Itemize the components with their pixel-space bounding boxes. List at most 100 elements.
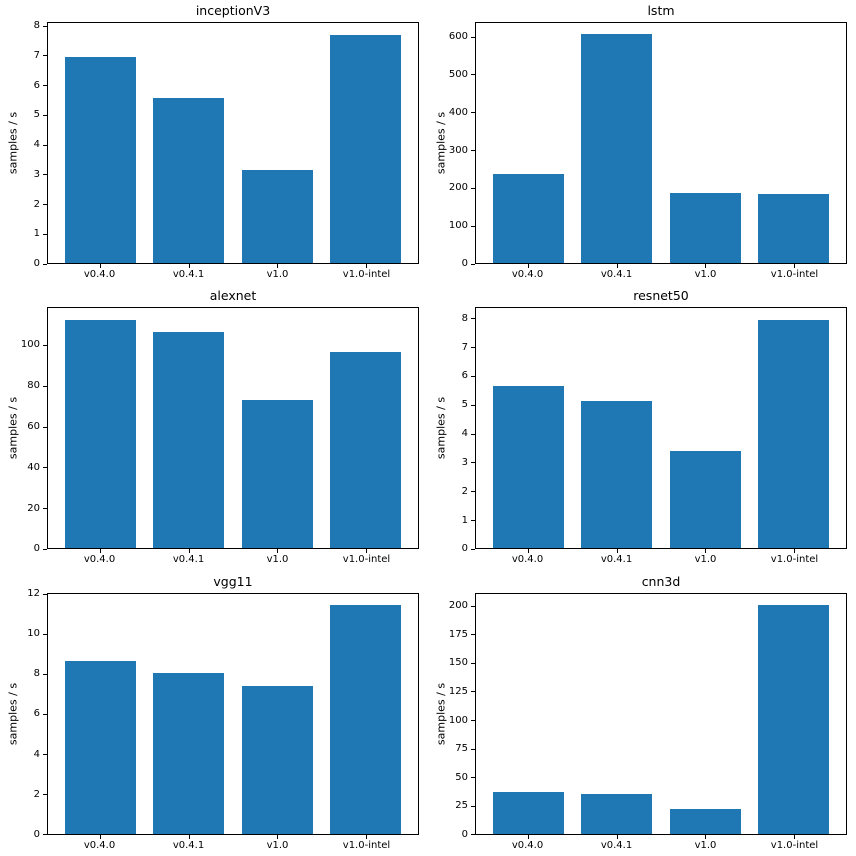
y-tick-label: 4 [461, 428, 468, 440]
x-tick-label: v1.0-intel [342, 839, 391, 851]
y-axis-tick-marks [43, 307, 47, 550]
x-tick-mark [527, 834, 529, 839]
x-axis-tick-labels: v0.4.0 v0.4.1 v1.0 v1.0-intel [475, 554, 847, 568]
y-tick-label: 75 [455, 743, 468, 755]
bar-v1.0-intel [330, 605, 402, 834]
y-tick-label: 100 [20, 339, 40, 351]
bar-v1.0-intel [758, 194, 830, 263]
y-tick-label: 7 [33, 49, 40, 61]
bar-v0.4.0 [64, 660, 136, 834]
y-tick-mark [43, 593, 47, 595]
x-axis-tick-labels: v0.4.0 v0.4.1 v1.0 v1.0-intel [475, 269, 847, 283]
x-tick-label: v0.4.1 [600, 554, 633, 566]
bar-v0.4.0 [64, 56, 136, 263]
bar-v0.4.1 [153, 332, 225, 549]
bar-v1.0-intel [758, 319, 830, 549]
y-tick-mark [471, 404, 475, 406]
y-tick-label: 150 [448, 657, 468, 669]
x-tick-label: v1.0-intel [342, 269, 391, 280]
x-tick-label: v1.0-intel [342, 554, 391, 566]
y-tick-label: 200 [448, 600, 468, 612]
x-tick-mark [366, 834, 368, 839]
x-tick-label: v1.0-intel [770, 554, 819, 566]
y-tick-label: 300 [448, 144, 468, 156]
y-tick-label: 0 [461, 828, 468, 840]
y-tick-label: 25 [455, 800, 468, 812]
y-tick-mark [43, 713, 47, 715]
x-tick-label: v0.4.1 [600, 839, 633, 851]
x-tick-mark [705, 264, 707, 268]
y-tick-label: 0 [461, 258, 468, 269]
y-tick-label: 2 [33, 788, 40, 800]
y-tick-mark [471, 805, 475, 807]
x-axis-tick-marks [47, 549, 419, 554]
y-tick-label: 0 [33, 258, 40, 269]
y-tick-label: 100 [448, 714, 468, 726]
y-tick-mark [471, 187, 475, 189]
plot-area [475, 592, 847, 835]
y-tick-mark [471, 375, 475, 377]
y-axis-tick-labels: 0 1 2 3 4 5 6 7 8 [0, 21, 40, 269]
x-tick-label: v0.4.1 [600, 269, 633, 280]
plot-area [47, 592, 419, 835]
y-axis-tick-labels: 0 25 50 75 100 125 150 175 200 [428, 593, 468, 839]
y-axis-tick-marks [471, 593, 475, 836]
y-tick-label: 0 [33, 543, 40, 555]
x-axis-tick-marks [47, 834, 419, 839]
y-tick-label: 600 [448, 31, 468, 43]
x-tick-mark [188, 264, 190, 268]
y-tick-label: 5 [33, 109, 40, 121]
x-tick-label: v1.0 [266, 269, 289, 280]
chart-alexnet: alexnet samples / s 0 20 40 60 80 100 v0.4.0 v… [0, 285, 428, 570]
y-tick-mark [471, 491, 475, 493]
x-tick-mark [527, 264, 529, 268]
x-tick-mark [366, 549, 368, 554]
y-tick-label: 80 [27, 380, 40, 392]
plot-area [47, 22, 419, 264]
chart-title: lstm [647, 3, 675, 18]
y-axis-tick-marks [471, 22, 475, 265]
y-tick-mark [43, 25, 47, 27]
y-tick-mark [43, 85, 47, 87]
y-tick-label: 6 [33, 708, 40, 720]
y-tick-label: 5 [461, 399, 468, 411]
y-tick-mark [471, 36, 475, 38]
bar-v0.4.0 [64, 319, 136, 549]
y-tick-mark [43, 794, 47, 796]
y-tick-label: 175 [448, 628, 468, 640]
y-tick-mark [43, 204, 47, 206]
y-tick-mark [471, 318, 475, 320]
x-axis-tick-labels: v0.4.0 v0.4.1 v1.0 v1.0-intel [47, 840, 419, 854]
y-tick-mark [471, 520, 475, 522]
y-tick-mark [43, 344, 47, 346]
y-tick-label: 4 [33, 748, 40, 760]
y-tick-label: 1 [461, 514, 468, 526]
x-tick-mark [99, 834, 101, 839]
bar-v0.4.1 [153, 672, 225, 834]
y-axis-tick-labels: 0 1 2 3 4 5 6 7 8 [428, 307, 468, 553]
y-tick-label: 3 [33, 168, 40, 180]
y-tick-mark [471, 112, 475, 114]
bar-v1.0 [669, 809, 741, 834]
y-tick-mark [471, 777, 475, 779]
y-tick-label: 1 [33, 228, 40, 240]
bar-v1.0-intel [758, 604, 830, 834]
x-tick-mark [527, 549, 529, 554]
y-tick-label: 125 [448, 685, 468, 697]
y-tick-mark [471, 748, 475, 750]
x-tick-mark [277, 549, 279, 554]
x-axis-tick-marks [475, 264, 847, 268]
y-tick-mark [471, 150, 475, 152]
y-tick-mark [43, 174, 47, 176]
y-axis-tick-labels: 0 2 4 6 8 10 12 [0, 589, 40, 839]
y-tick-mark [43, 55, 47, 57]
chart-lstm: lstm samples / s 0 100 200 300 400 500 600 v0.… [428, 0, 856, 285]
y-tick-label: 12 [27, 588, 40, 600]
y-tick-label: 40 [27, 461, 40, 473]
y-tick-mark [43, 263, 47, 265]
y-tick-label: 10 [27, 628, 40, 640]
bar-v0.4.1 [581, 794, 653, 834]
plot-area [475, 22, 847, 264]
